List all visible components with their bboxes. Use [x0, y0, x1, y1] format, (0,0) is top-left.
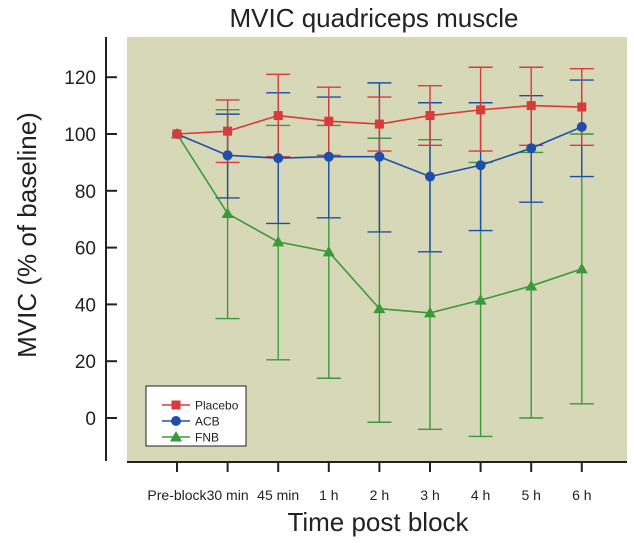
data-point-marker [525, 279, 538, 291]
x-axis-label: Time post block [287, 507, 469, 537]
x-tick-label: 1 h [319, 487, 338, 503]
legend-box [145, 385, 247, 447]
x-tick-label: 2 h [370, 487, 389, 503]
data-point-marker [272, 235, 285, 247]
data-point-marker [575, 262, 588, 274]
x-tick-label: 5 h [521, 487, 540, 503]
y-tick-label: 20 [75, 352, 96, 373]
data-point-marker [221, 207, 234, 219]
data-point-marker [324, 116, 334, 126]
data-point-marker [322, 245, 335, 257]
series-placebo [172, 101, 587, 139]
x-tick-label: 6 h [572, 487, 591, 503]
data-point-marker [576, 121, 587, 132]
legend-label: Placebo [195, 399, 239, 413]
data-point-marker [222, 150, 233, 161]
data-point-marker [424, 306, 436, 318]
data-point-marker [223, 126, 233, 136]
data-point-marker [474, 294, 487, 305]
y-tick-label: 80 [75, 182, 96, 203]
y-tick-label: 40 [75, 295, 96, 316]
data-point-marker [374, 119, 384, 129]
legend-label: FNB [195, 431, 219, 445]
data-point-marker [172, 129, 182, 139]
legend: Placebo ACB FNB [145, 385, 247, 447]
data-point-marker [273, 111, 283, 121]
x-tick-label: 4 h [471, 487, 490, 503]
x-tick-label: Pre-block [147, 487, 207, 503]
data-point-marker [171, 416, 181, 426]
data-point-marker [476, 105, 486, 115]
data-point-marker [425, 171, 435, 182]
x-axis-ticks: Pre-block 30 min 45 min 1 h 2 h 3 h 4 h 5 h 6 h [147, 462, 592, 503]
x-tick-label: 3 h [420, 487, 439, 503]
y-axis-ticks: 0 20 40 60 80 100 120 [64, 68, 117, 430]
data-point-marker [323, 151, 334, 162]
chart-title: MVIC quadriceps muscle [230, 3, 519, 33]
data-point-marker [526, 143, 537, 154]
data-point-marker [273, 153, 284, 164]
data-point-marker [170, 431, 182, 442]
data-point-marker [526, 101, 536, 111]
data-point-marker [425, 111, 435, 121]
y-tick-label: 120 [64, 68, 96, 89]
data-point-marker [373, 302, 386, 314]
x-tick-label: 30 min [207, 487, 249, 503]
data-point-marker [475, 160, 486, 171]
data-point-marker [171, 400, 181, 410]
data-point-marker [374, 151, 385, 162]
y-tick-label: 60 [75, 239, 96, 260]
y-tick-label: 100 [64, 125, 96, 146]
series-layer [171, 66, 594, 438]
x-tick-label: 45 min [257, 487, 299, 503]
data-point-marker [577, 102, 587, 112]
legend-label: ACB [195, 415, 220, 429]
y-tick-label: 0 [85, 409, 96, 430]
y-axis-label: MVIC (% of baseline) [12, 112, 42, 358]
